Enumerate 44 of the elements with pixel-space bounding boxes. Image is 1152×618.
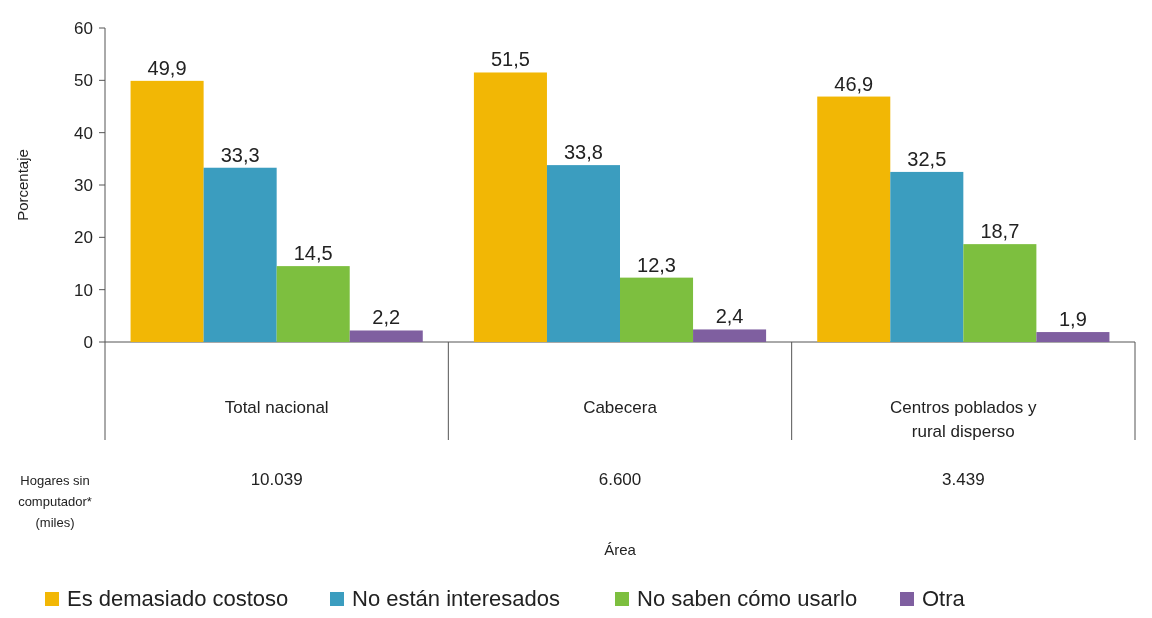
legend-label: Otra	[922, 586, 966, 611]
bar	[620, 277, 694, 342]
y-tick-label: 50	[74, 71, 93, 91]
y-axis-title: Porcentaje	[14, 149, 31, 221]
y-tick-label: 40	[74, 123, 93, 143]
text: Hogares sin computador* (miles)	[18, 473, 92, 530]
legend-label: No están interesados	[352, 586, 560, 611]
bar	[1036, 332, 1110, 342]
legend-label: Es demasiado costoso	[67, 586, 289, 611]
y-tick-label: 10	[74, 280, 93, 300]
data-label: 46,9	[834, 72, 874, 95]
data-label: 51,5	[490, 48, 530, 71]
text: Área	[604, 541, 637, 558]
text: 3.439	[942, 470, 985, 489]
data-label: 1,9	[1059, 308, 1087, 331]
y-tick-label: 30	[74, 176, 93, 195]
bar	[890, 171, 964, 342]
bar	[203, 167, 277, 342]
data-label: 14,5	[293, 242, 333, 265]
bar	[693, 329, 767, 342]
bar	[817, 96, 891, 342]
data-label: 2,4	[715, 305, 744, 328]
bar	[473, 72, 547, 342]
bar	[963, 244, 1037, 342]
bar	[130, 80, 204, 342]
data-label: 12,3	[637, 253, 676, 276]
data-label: 2,2	[372, 306, 401, 329]
x-tick-label: Cabecera	[583, 398, 658, 417]
bar	[349, 330, 423, 342]
data-label: 18,7	[980, 220, 1020, 243]
bar	[276, 266, 350, 342]
text: 10.039	[250, 470, 303, 489]
x-tick-label: Centros poblados y rural disperso	[890, 398, 1038, 441]
text: 6.600	[598, 470, 642, 489]
y-tick-label: 0	[83, 333, 93, 352]
x-tick-label: Total nacional	[224, 398, 329, 417]
legend-label: No saben cómo usarlo	[637, 586, 858, 611]
data-label: 32,5	[907, 147, 947, 170]
data-label: 33,3	[220, 143, 260, 166]
y-tick-label: 20	[74, 228, 93, 248]
data-label: 49,9	[147, 56, 187, 79]
y-tick-label: 60	[74, 19, 93, 38]
bar	[546, 165, 620, 342]
data-label: 33,8	[564, 141, 603, 164]
